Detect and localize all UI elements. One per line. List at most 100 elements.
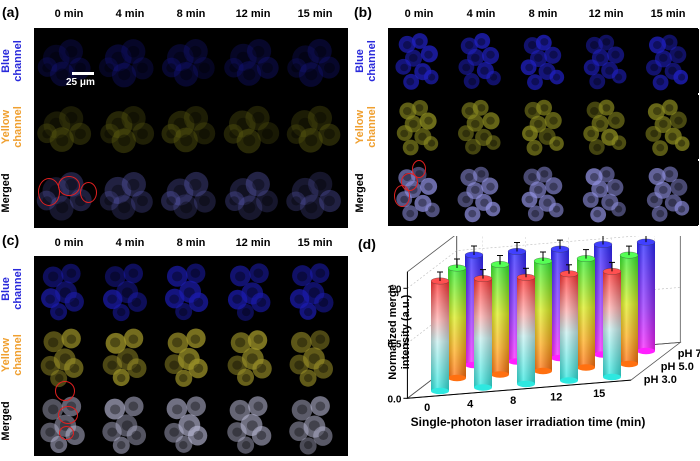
gridline	[407, 287, 681, 344]
cell-nucleus	[296, 404, 308, 415]
micrograph-b-yellow	[513, 94, 575, 159]
cell-nucleus	[54, 374, 64, 383]
cell-nucleus	[179, 307, 188, 317]
cell-nucleus	[490, 139, 498, 147]
micrograph-c-blue	[221, 257, 283, 322]
cell-body	[227, 289, 247, 310]
cell-nucleus	[294, 360, 304, 371]
micrograph-a-merged	[221, 161, 283, 227]
micrograph-c-merged	[221, 389, 283, 455]
cell-nucleus	[65, 45, 78, 58]
cell-nucleus	[477, 103, 486, 112]
time-label: 15 min	[297, 237, 333, 249]
time-label: 15 min	[650, 8, 686, 20]
cell-body	[121, 171, 147, 197]
cell-body	[646, 191, 663, 208]
cell-body	[535, 99, 552, 116]
cell-body	[645, 125, 661, 142]
cell-nucleus	[104, 63, 115, 73]
cell-body	[102, 421, 122, 442]
cell-nucleus	[318, 297, 329, 308]
cell-nucleus	[305, 134, 318, 147]
cell-nucleus	[234, 337, 245, 348]
cell-body	[189, 292, 209, 313]
cell-body	[69, 123, 92, 146]
cell-body	[526, 74, 543, 91]
cell-nucleus	[402, 41, 412, 50]
cell-nucleus	[131, 430, 142, 440]
cell-body	[230, 332, 251, 354]
bar-base	[517, 380, 535, 388]
cell-body	[486, 201, 501, 216]
cell-body	[168, 111, 195, 139]
cell-nucleus	[166, 63, 177, 73]
cell-nucleus	[468, 77, 477, 86]
cell-nucleus	[525, 63, 533, 72]
cell-body	[591, 180, 609, 198]
bar	[430, 271, 450, 395]
micrograph-c-yellow	[35, 323, 96, 389]
micrograph-c-blue	[97, 257, 158, 322]
roi-circle	[401, 173, 418, 191]
cell-body	[396, 124, 413, 141]
cell-body	[124, 328, 144, 349]
bar	[619, 245, 639, 368]
cell-nucleus	[465, 106, 474, 115]
bar-shade	[517, 277, 535, 384]
bar-base	[637, 347, 655, 355]
cell-nucleus	[665, 103, 673, 112]
cell-nucleus	[323, 195, 335, 206]
cell-nucleus	[199, 195, 211, 206]
cell-body	[186, 328, 207, 349]
cell-body	[58, 39, 84, 64]
row-label-merged: Merged	[0, 153, 28, 233]
micrograph-b-merged	[451, 160, 513, 225]
cell-body	[229, 43, 257, 71]
cell-nucleus	[128, 401, 139, 411]
cell-body	[104, 398, 126, 420]
cell-nucleus	[658, 53, 668, 62]
cell-body	[298, 62, 323, 87]
cell-nucleus	[173, 184, 188, 198]
micrograph-a-merged	[283, 161, 345, 227]
micrograph-c-yellow	[159, 323, 220, 389]
cell-nucleus	[533, 119, 543, 128]
cell-nucleus	[228, 129, 239, 139]
cell-nucleus	[246, 353, 258, 365]
cell-nucleus	[131, 297, 142, 308]
cell-nucleus	[128, 268, 139, 278]
cell-nucleus	[468, 209, 477, 217]
cell-body	[43, 111, 71, 139]
cell-nucleus	[665, 169, 673, 178]
cell-body	[127, 292, 148, 312]
cell-body	[37, 57, 58, 77]
cell-nucleus	[542, 66, 552, 75]
cell-nucleus	[107, 294, 118, 304]
cell-nucleus	[74, 129, 86, 140]
row-label-merged: Merged	[354, 153, 382, 233]
cell-nucleus	[122, 287, 133, 298]
cell-nucleus	[137, 62, 149, 74]
cell-nucleus	[45, 427, 55, 437]
cell-nucleus	[45, 360, 55, 371]
cell-body	[395, 58, 412, 75]
cell-body	[167, 178, 194, 206]
cell-nucleus	[649, 129, 658, 138]
cell-nucleus	[69, 364, 80, 374]
scale-bar	[72, 72, 94, 75]
cell-body	[299, 437, 317, 455]
bar	[636, 236, 656, 355]
cell-nucleus	[602, 169, 611, 178]
cell-body	[229, 177, 256, 206]
cell-nucleus	[658, 185, 668, 194]
cell-body	[223, 57, 244, 78]
cell-body	[291, 265, 313, 287]
cell-body	[303, 415, 326, 438]
bar-shade	[637, 242, 655, 351]
cell-body	[473, 99, 489, 116]
cell-body	[521, 125, 538, 142]
micrograph-a-yellow	[97, 95, 158, 161]
cell-body	[590, 206, 607, 223]
cell-nucleus	[228, 196, 239, 206]
cell-body	[104, 176, 132, 204]
